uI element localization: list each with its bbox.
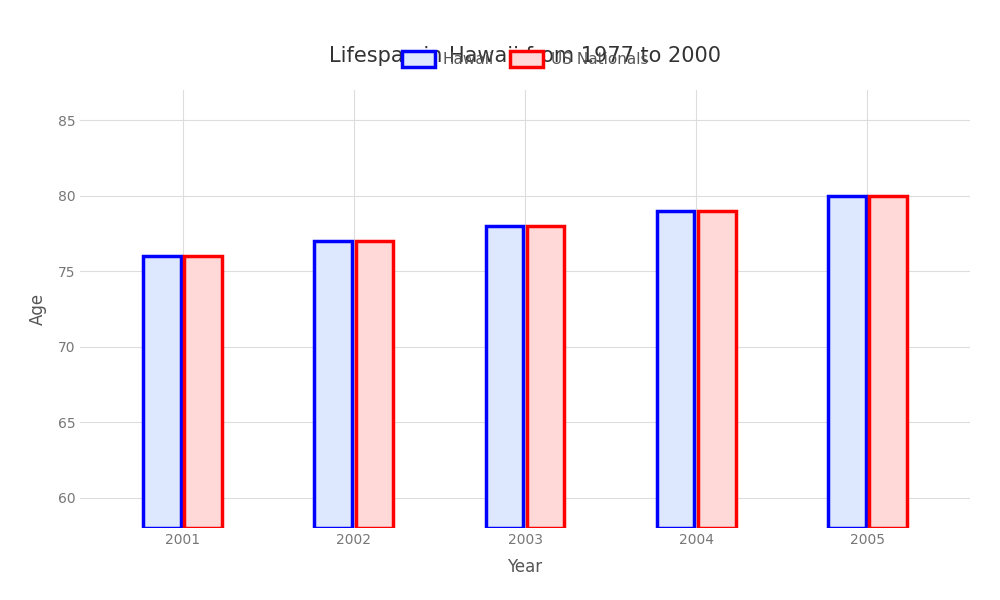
Bar [657, 211, 694, 528]
Bar [527, 226, 564, 528]
Bar [828, 196, 866, 528]
Y-axis label: Age: Age [28, 293, 46, 325]
Bar [184, 256, 222, 528]
Legend: Hawaii, US Nationals: Hawaii, US Nationals [396, 45, 654, 73]
Bar [314, 241, 352, 528]
Bar [698, 211, 736, 528]
Bar [143, 256, 181, 528]
Bar [486, 226, 523, 528]
Title: Lifespan in Hawaii from 1977 to 2000: Lifespan in Hawaii from 1977 to 2000 [329, 46, 721, 66]
Bar [356, 241, 393, 528]
X-axis label: Year: Year [507, 558, 543, 576]
Bar [869, 196, 907, 528]
